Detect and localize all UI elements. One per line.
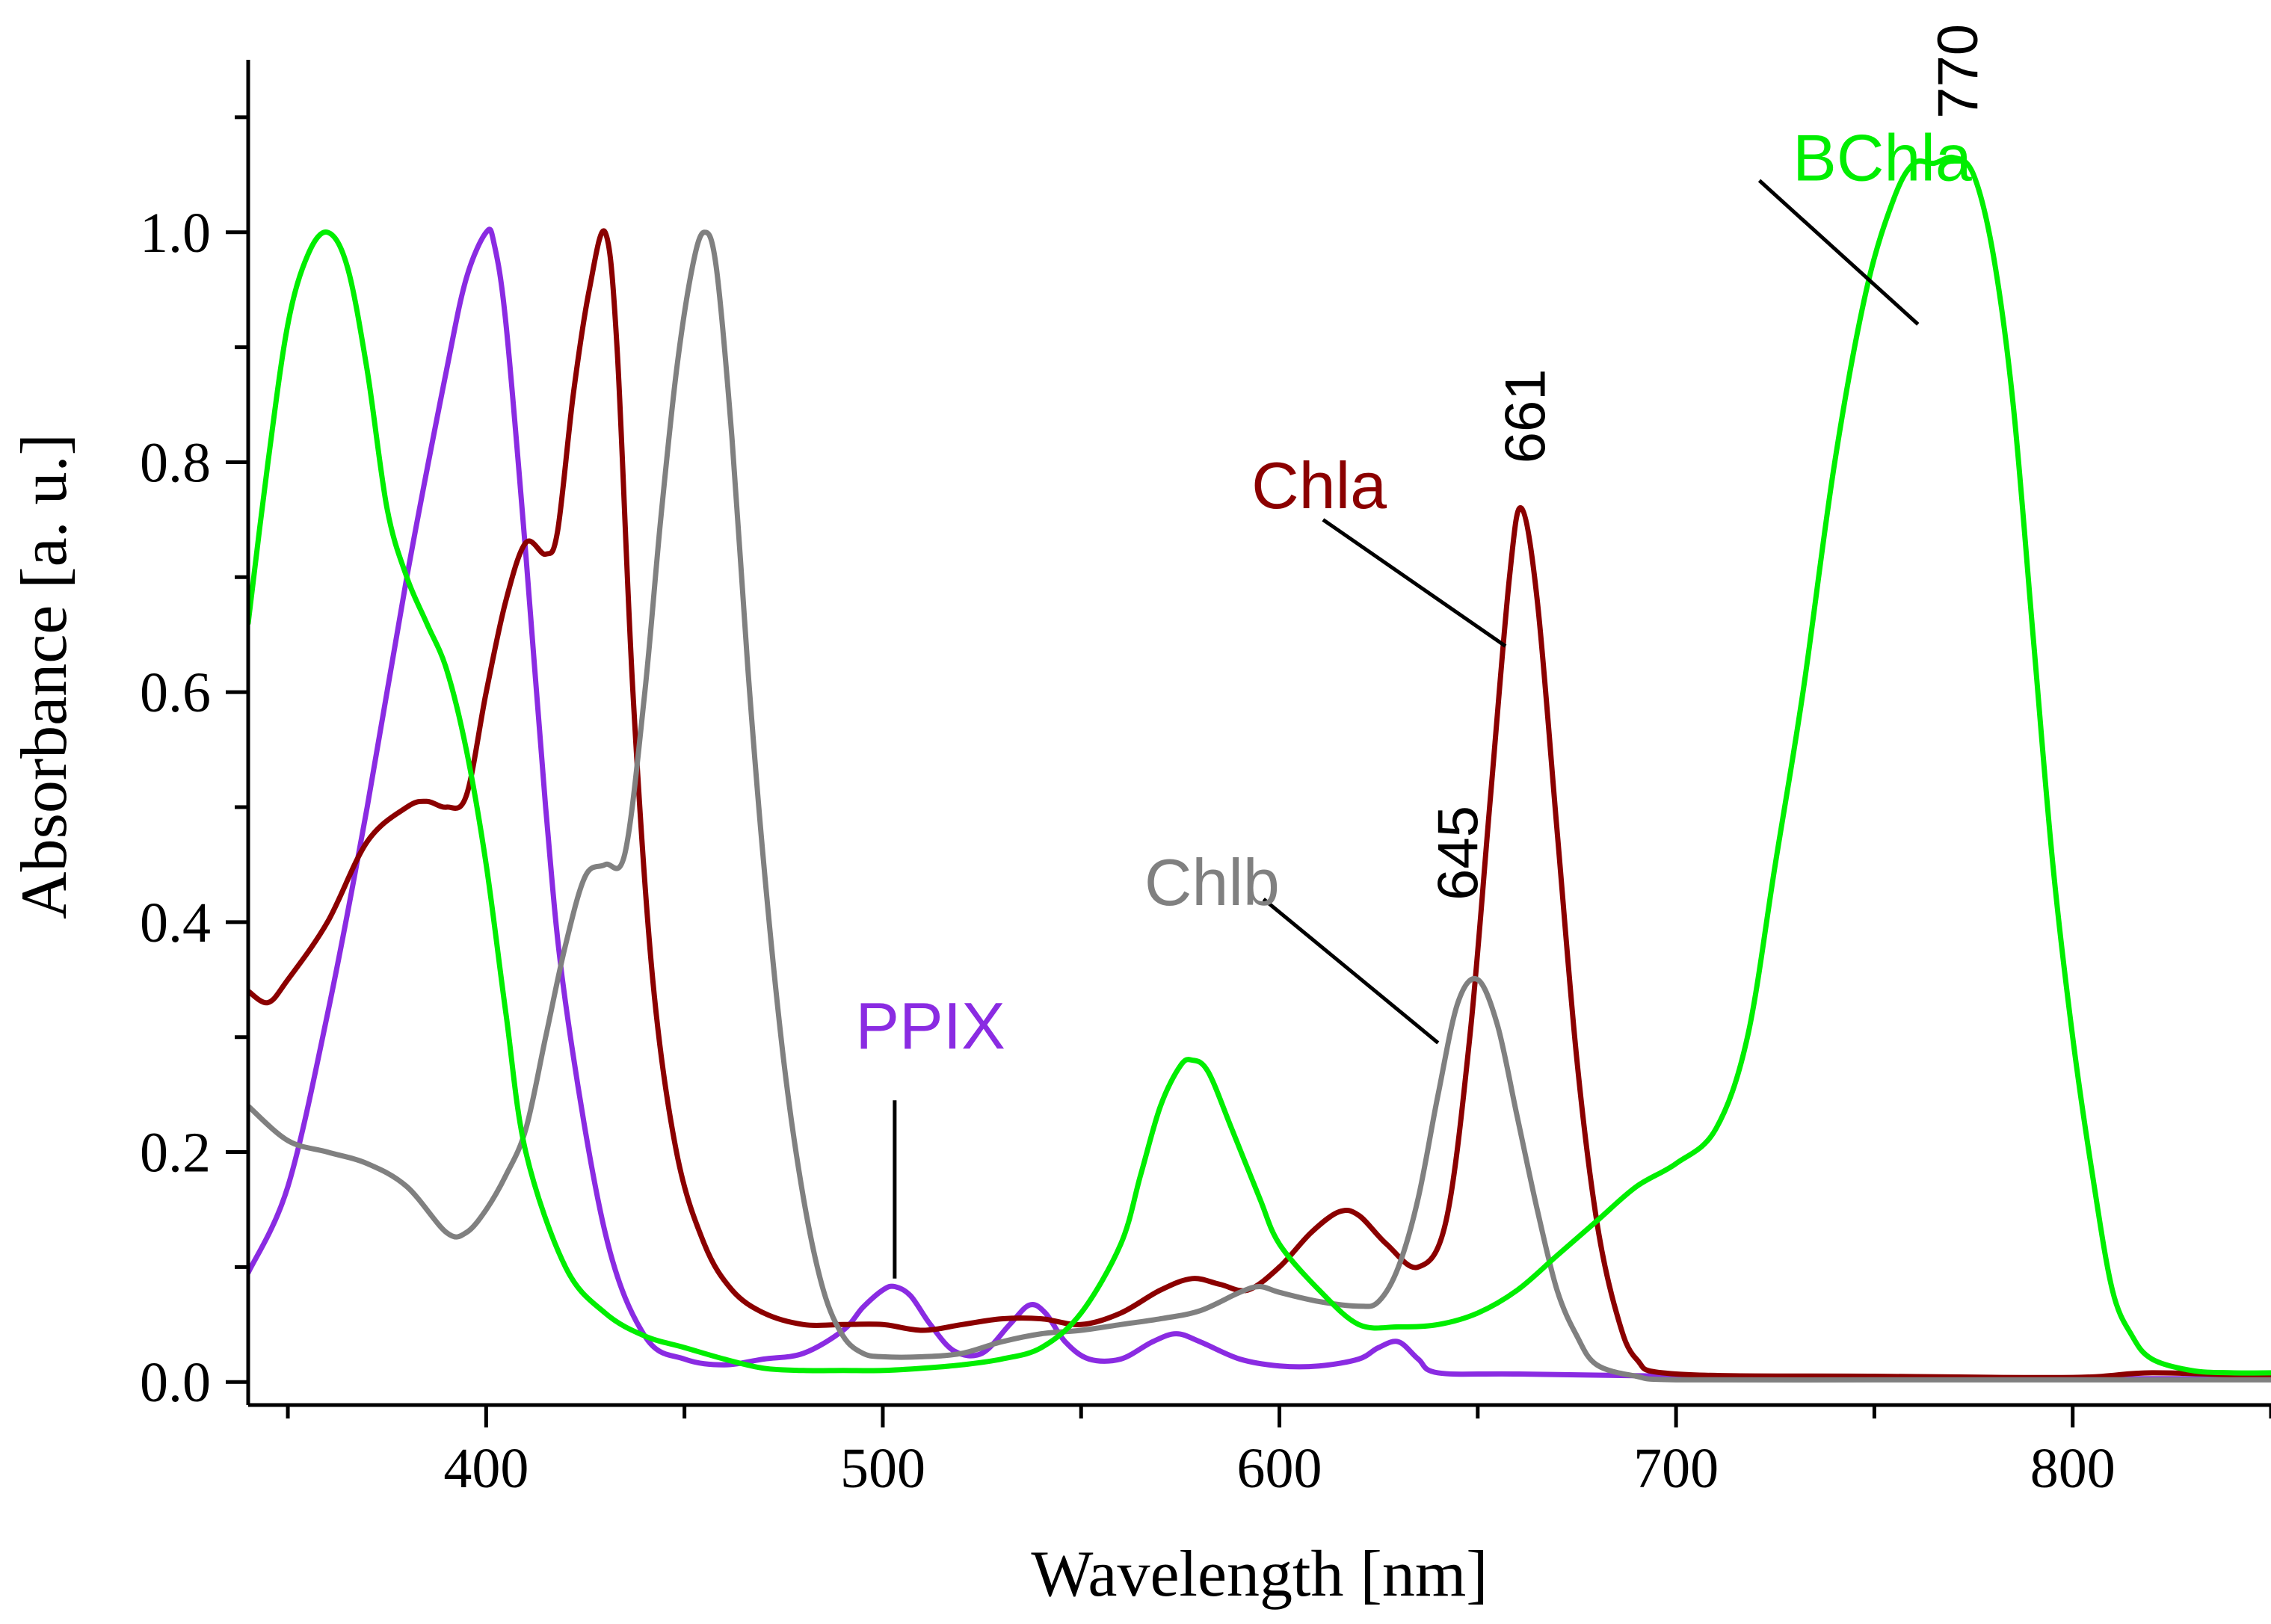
x-tick-label: 700 bbox=[1633, 1437, 1719, 1500]
y-tick-label: 0.0 bbox=[140, 1351, 211, 1414]
series-line-ppix bbox=[248, 226, 2271, 1382]
y-tick-label: 0.6 bbox=[140, 661, 211, 724]
peak-label-770: 770 bbox=[1926, 24, 1990, 119]
x-tick-label: 600 bbox=[1237, 1437, 1322, 1500]
series-label-chlb: Chlb bbox=[1144, 845, 1280, 919]
ticks-layer: 400 500 600 700 800 0.0 0.2 0.4 0.6 0.8 1.0 bbox=[140, 115, 2271, 1500]
leader-line-chla bbox=[1322, 518, 1507, 648]
series-line-chla bbox=[248, 228, 2271, 1380]
peak-label-645: 645 bbox=[1426, 806, 1490, 901]
y-tick-label: 0.8 bbox=[140, 431, 211, 494]
x-tick-label: 800 bbox=[2030, 1437, 2116, 1500]
y-tick-label: 0.2 bbox=[140, 1122, 211, 1185]
series-line-chlb bbox=[248, 229, 2271, 1383]
series-layer bbox=[248, 154, 2271, 1383]
peak-label-661: 661 bbox=[1494, 368, 1558, 463]
series-line-bchla bbox=[248, 154, 2271, 1376]
series-label-chla: Chla bbox=[1251, 448, 1387, 522]
axes-layer bbox=[246, 60, 2271, 1407]
y-axis-title: Absorbance [a. u.] bbox=[8, 433, 81, 919]
leader-line-bchla bbox=[1757, 179, 1920, 326]
x-tick-label: 500 bbox=[840, 1437, 925, 1500]
series-label-ppix: PPIX bbox=[855, 989, 1005, 1063]
annotations-layer: PPIX Chla Chlb BChla 645 661 770 bbox=[855, 24, 1990, 1279]
leader-line-chlb bbox=[1262, 898, 1440, 1045]
y-tick-label: 0.4 bbox=[140, 892, 211, 954]
y-tick-label: 1.0 bbox=[140, 202, 211, 265]
series-label-bchla: BChla bbox=[1793, 121, 1972, 195]
x-tick-label: 400 bbox=[443, 1437, 529, 1500]
x-axis-title: Wavelength [nm] bbox=[1031, 1538, 1488, 1611]
